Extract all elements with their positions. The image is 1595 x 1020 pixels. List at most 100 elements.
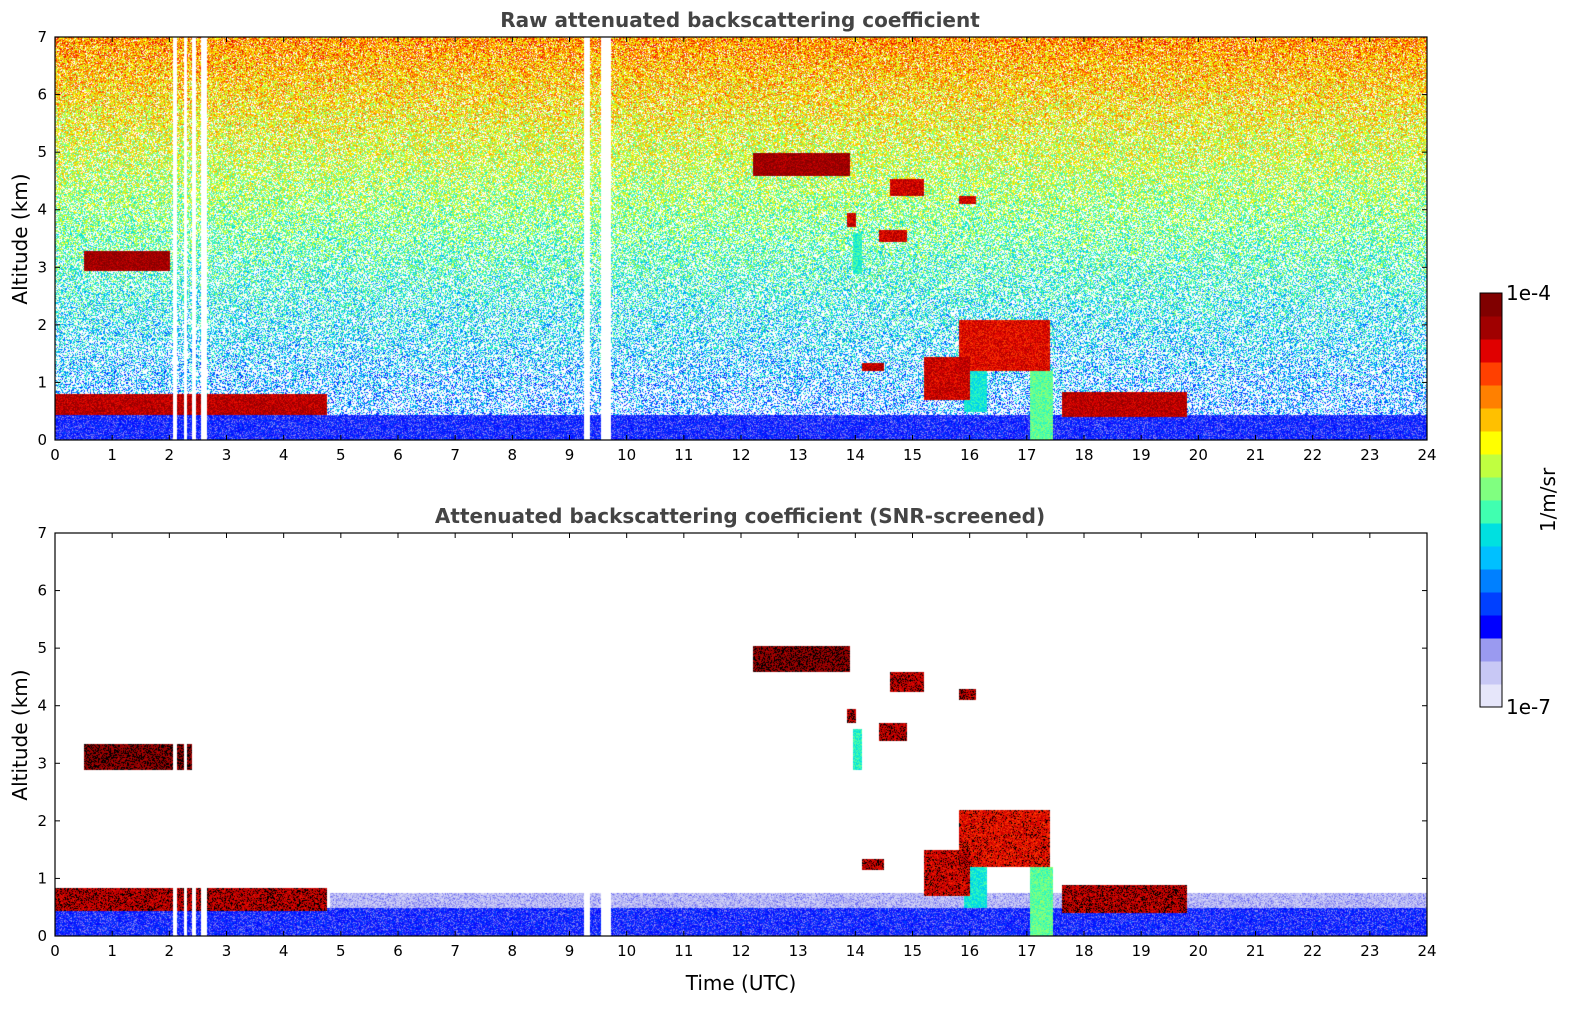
screened-panel-plot-area — [55, 533, 1427, 936]
colorbar-swatch — [1480, 431, 1502, 455]
screened-panel-ylabel: Altitude (km) — [8, 669, 32, 800]
colorbar-swatch — [1480, 684, 1502, 708]
x-tick-label: 6 — [393, 942, 403, 960]
x-tick-label: 0 — [50, 942, 60, 960]
y-tick-label: 1 — [37, 869, 47, 887]
x-tick-label: 24 — [1417, 942, 1436, 960]
colorbar-swatch — [1480, 546, 1502, 570]
raw-panel-plot-area — [55, 37, 1427, 440]
x-tick-label: 22 — [1303, 446, 1322, 464]
y-tick-label: 5 — [37, 143, 47, 161]
colorbar-min-label: 1e-7 — [1506, 695, 1551, 719]
colorbar-swatch — [1480, 523, 1502, 547]
raw-panel-ticks: 0 1 2 3 4 5 6 7 8 9 10 11 12 13 14 15 16 17 18 19 20 21 22 23 24… — [37, 28, 1436, 464]
x-tick-label: 9 — [565, 942, 575, 960]
screened-panel-xlabel: Time (UTC) — [685, 971, 797, 995]
x-tick-label: 21 — [1246, 446, 1265, 464]
colorbar: 1e-4 1e-7 1/m/sr — [1479, 281, 1560, 719]
x-tick-label: 16 — [960, 446, 979, 464]
y-tick-label: 1 — [37, 373, 47, 391]
x-tick-label: 13 — [789, 446, 808, 464]
y-tick-label: 0 — [37, 927, 47, 945]
x-tick-label: 18 — [1074, 446, 1093, 464]
x-tick-label: 5 — [336, 942, 346, 960]
y-tick-label: 3 — [37, 258, 47, 276]
x-tick-label: 18 — [1074, 942, 1093, 960]
x-tick-label: 8 — [508, 446, 518, 464]
colorbar-swatch — [1480, 500, 1502, 524]
x-tick-label: 13 — [789, 942, 808, 960]
x-tick-label: 4 — [279, 942, 289, 960]
x-tick-label: 20 — [1189, 446, 1208, 464]
x-tick-label: 15 — [903, 446, 922, 464]
y-tick-label: 2 — [37, 316, 47, 334]
colorbar-swatch — [1480, 362, 1502, 386]
x-tick-label: 15 — [903, 942, 922, 960]
screened-backscatter-heatmap — [55, 533, 1427, 936]
colorbar-swatch — [1480, 661, 1502, 685]
y-tick-label: 5 — [37, 639, 47, 657]
x-tick-label: 22 — [1303, 942, 1322, 960]
x-tick-label: 7 — [450, 942, 460, 960]
x-tick-label: 1 — [107, 942, 117, 960]
x-tick-label: 8 — [508, 942, 518, 960]
x-tick-label: 1 — [107, 446, 117, 464]
x-tick-label: 16 — [960, 942, 979, 960]
x-tick-label: 10 — [617, 446, 636, 464]
y-tick-label: 4 — [37, 201, 47, 219]
x-tick-label: 5 — [336, 446, 346, 464]
y-tick-label: 6 — [37, 86, 47, 104]
x-tick-label: 2 — [165, 942, 175, 960]
y-tick-label: 7 — [37, 28, 47, 46]
colorbar-frame — [1479, 292, 1503, 708]
x-tick-label: 11 — [674, 942, 693, 960]
x-tick-label: 23 — [1360, 446, 1379, 464]
raw-panel-title: Raw attenuated backscattering coefficien… — [500, 8, 980, 32]
colorbar-swatch — [1480, 339, 1502, 363]
x-tick-label: 10 — [617, 942, 636, 960]
x-tick-label: 23 — [1360, 942, 1379, 960]
x-tick-label: 17 — [1017, 446, 1036, 464]
x-tick-label: 6 — [393, 446, 403, 464]
colorbar-swatch — [1480, 316, 1502, 340]
colorbar-swatch — [1480, 477, 1502, 501]
raw-backscatter-heatmap — [55, 37, 1427, 440]
colorbar-swatch — [1480, 638, 1502, 662]
screened-backscatter-panel: Attenuated backscattering coefficient (S… — [8, 504, 1437, 995]
colorbar-swatch — [1480, 293, 1502, 317]
colorbar-gradient — [1480, 293, 1502, 708]
colorbar-swatch — [1480, 454, 1502, 478]
colorbar-swatch — [1480, 592, 1502, 616]
x-tick-label: 14 — [846, 942, 865, 960]
colorbar-swatch — [1480, 408, 1502, 432]
y-tick-label: 4 — [37, 697, 47, 715]
x-tick-label: 12 — [731, 942, 750, 960]
colorbar-max-label: 1e-4 — [1506, 281, 1551, 305]
x-tick-label: 14 — [846, 446, 865, 464]
x-tick-label: 3 — [222, 446, 232, 464]
x-tick-label: 11 — [674, 446, 693, 464]
y-tick-label: 0 — [37, 431, 47, 449]
y-tick-label: 7 — [37, 524, 47, 542]
screened-panel-ticks: 0 1 2 3 4 5 6 7 8 9 10 11 12 13 14 15 16 17 18 19 20 21 22 23 24… — [37, 524, 1436, 960]
x-tick-label: 7 — [450, 446, 460, 464]
x-tick-label: 2 — [165, 446, 175, 464]
raw-panel-ylabel: Altitude (km) — [8, 173, 32, 304]
x-tick-label: 9 — [565, 446, 575, 464]
x-tick-label: 17 — [1017, 942, 1036, 960]
x-tick-label: 3 — [222, 942, 232, 960]
x-tick-label: 24 — [1417, 446, 1436, 464]
screened-panel-title: Attenuated backscattering coefficient (S… — [435, 504, 1045, 528]
x-tick-label: 0 — [50, 446, 60, 464]
colorbar-swatch — [1480, 569, 1502, 593]
colorbar-swatch — [1480, 615, 1502, 639]
x-tick-label: 19 — [1132, 446, 1151, 464]
x-tick-label: 20 — [1189, 942, 1208, 960]
colorbar-unit-label: 1/m/sr — [1536, 467, 1560, 532]
x-tick-label: 4 — [279, 446, 289, 464]
y-tick-label: 3 — [37, 754, 47, 772]
y-tick-label: 6 — [37, 582, 47, 600]
x-tick-label: 19 — [1132, 942, 1151, 960]
x-tick-label: 21 — [1246, 942, 1265, 960]
